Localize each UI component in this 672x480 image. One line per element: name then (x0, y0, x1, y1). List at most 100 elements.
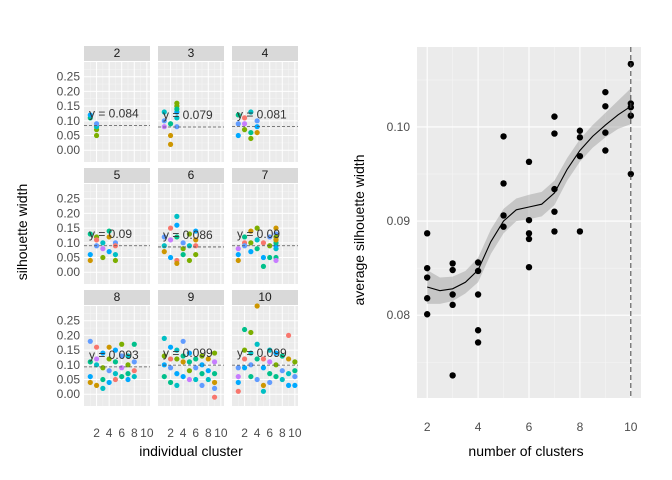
y-tick-label: 0.25 (57, 192, 81, 206)
data-point (525, 235, 533, 243)
facet-strip (84, 168, 150, 183)
data-point (186, 257, 193, 264)
data-point (260, 382, 267, 389)
x-tick-label: 10 (288, 426, 302, 440)
data-point (211, 371, 218, 377)
data-point (248, 329, 254, 336)
data-point (93, 121, 100, 127)
data-point (167, 379, 174, 386)
data-point (174, 347, 180, 353)
data-point (211, 350, 218, 356)
x-tick-label: 6 (118, 426, 125, 440)
data-point (267, 359, 273, 365)
data-point (112, 347, 119, 353)
facet-strip (232, 168, 298, 183)
data-point (273, 237, 279, 243)
data-point (174, 234, 180, 240)
data-point (260, 254, 267, 261)
data-point (267, 371, 273, 377)
data-point (100, 376, 106, 383)
data-point (119, 373, 125, 380)
facet-label: 5 (114, 168, 121, 182)
x-tick-label: 6 (526, 420, 533, 434)
facet-panel-9: 9 y = 0.099 2 4 6 8 10 (158, 290, 228, 440)
data-point (106, 228, 112, 234)
data-point (180, 246, 186, 252)
data-point (254, 129, 260, 136)
y-tick-label: 0.25 (57, 314, 81, 328)
data-point (174, 371, 180, 377)
data-point (87, 338, 93, 344)
x-tick-label: 8 (279, 426, 286, 440)
x-tick-label: 2 (167, 426, 174, 440)
data-point (423, 311, 431, 318)
data-point (167, 225, 174, 231)
data-point (248, 249, 254, 255)
data-point (174, 260, 180, 267)
x-tick-label: 4 (106, 426, 113, 440)
data-point (273, 373, 279, 380)
data-point (292, 368, 298, 374)
facet-strip (84, 46, 150, 61)
data-point (186, 368, 193, 374)
data-point (235, 373, 241, 380)
data-point (500, 180, 507, 187)
data-point (119, 365, 125, 371)
data-point (260, 356, 267, 362)
data-point (112, 257, 119, 264)
y-tick-label: 0.10 (57, 114, 81, 128)
data-point (285, 332, 292, 339)
data-point (205, 368, 211, 374)
data-point (199, 371, 205, 377)
data-point (100, 365, 106, 371)
data-point (193, 365, 199, 371)
facet-strip (84, 290, 150, 305)
y-tick-label: 0.10 (57, 358, 81, 372)
data-point (260, 240, 267, 246)
data-point (167, 132, 174, 139)
facet-strip (158, 46, 224, 61)
data-point (525, 158, 533, 166)
x-tick-label: 10 (214, 426, 228, 440)
data-point (241, 234, 248, 240)
panel-background (232, 62, 298, 162)
data-point (449, 260, 456, 267)
y-tick-label: 0.05 (57, 129, 81, 143)
data-point (161, 118, 167, 124)
facet-label: 9 (188, 290, 195, 304)
facet-strip (158, 290, 224, 305)
data-point (87, 112, 93, 118)
data-point (273, 257, 279, 264)
data-point (500, 212, 507, 219)
data-point (551, 130, 558, 137)
x-tick-label: 6 (192, 426, 199, 440)
data-point (248, 109, 254, 115)
mean-annotation: y = 0.081 (237, 107, 287, 121)
data-point (174, 213, 180, 219)
data-point (180, 338, 186, 344)
x-tick-label: 10 (624, 420, 638, 434)
right-y-axis-title: average silhouette width (351, 155, 367, 306)
data-point (267, 234, 273, 240)
data-point (174, 222, 180, 228)
data-point (106, 249, 112, 255)
y-tick-label: 0.00 (57, 265, 81, 279)
data-point (235, 132, 241, 139)
y-tick-label: 0.00 (57, 387, 81, 401)
data-point (576, 134, 584, 141)
data-point (106, 234, 112, 240)
data-point (180, 240, 186, 246)
data-point (241, 365, 248, 371)
data-point (235, 365, 241, 371)
data-point (551, 113, 558, 120)
data-point (199, 362, 205, 368)
data-point (87, 373, 93, 380)
x-tick-label: 4 (475, 420, 482, 434)
data-point (112, 251, 119, 258)
data-point (576, 228, 584, 235)
data-point (125, 362, 131, 368)
y-tick-label: 0.10 (387, 120, 411, 134)
data-point (602, 103, 609, 110)
data-point (193, 237, 199, 243)
